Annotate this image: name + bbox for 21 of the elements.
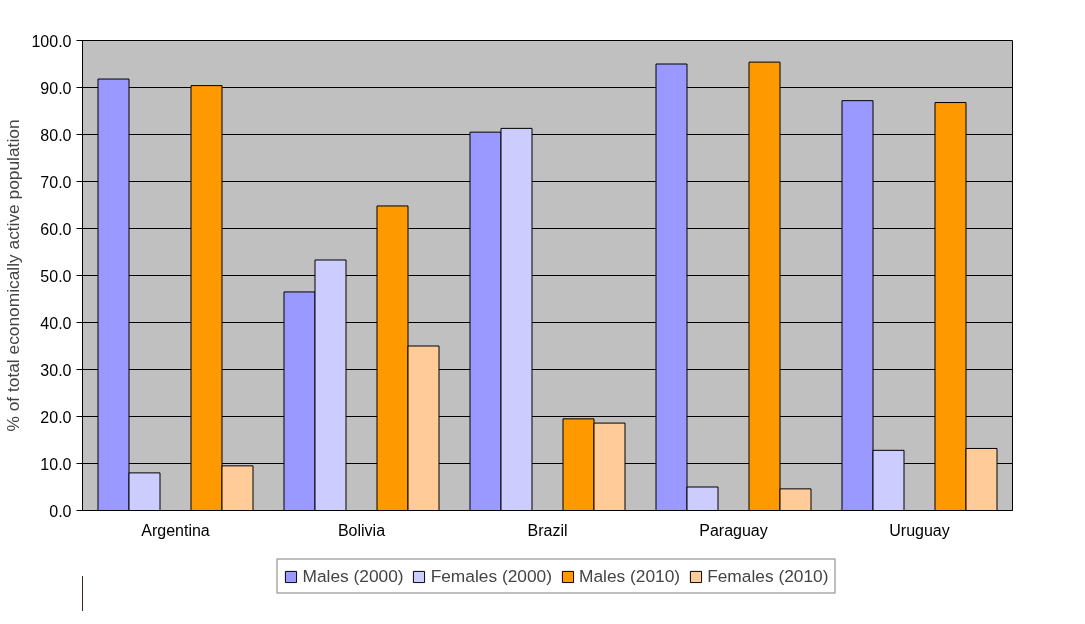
legend-label: Males (2010) bbox=[579, 565, 681, 587]
y-tick-label: 60.0 bbox=[40, 220, 72, 238]
x-tick-label: Uruguay bbox=[889, 521, 950, 539]
y-tick-label: 50.0 bbox=[40, 267, 72, 285]
y-tick-label: 20.0 bbox=[40, 408, 72, 426]
legend-label: Females (2000) bbox=[430, 565, 552, 587]
y-tick-label: 10.0 bbox=[40, 455, 72, 473]
x-tick-label: Paraguay bbox=[699, 521, 768, 539]
y-tick-label: 80.0 bbox=[40, 126, 72, 144]
y-tick-label: 90.0 bbox=[40, 79, 72, 97]
x-tick-label: Brazil bbox=[527, 521, 568, 539]
y-tick-label: 40.0 bbox=[40, 314, 72, 332]
y-tick-label: 70.0 bbox=[40, 173, 72, 191]
legend-label: Males (2000) bbox=[302, 565, 404, 587]
y-axis-title: % of total economically active population bbox=[3, 119, 24, 432]
y-tick-label: 100.0 bbox=[31, 32, 72, 50]
x-tick-label: Argentina bbox=[141, 521, 210, 539]
legend-label: Females (2010) bbox=[707, 565, 829, 587]
y-tick-label: 30.0 bbox=[40, 361, 72, 379]
x-tick-label: Bolivia bbox=[337, 521, 386, 539]
y-tick-label: 0.0 bbox=[49, 502, 72, 520]
